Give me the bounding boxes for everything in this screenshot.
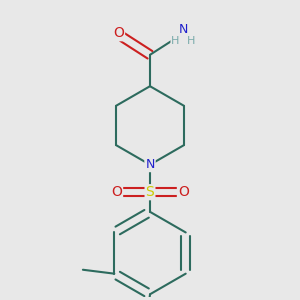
- Text: N: N: [179, 23, 188, 36]
- Text: H: H: [171, 36, 180, 46]
- Text: S: S: [146, 185, 154, 199]
- Text: O: O: [178, 185, 189, 199]
- Text: H: H: [187, 36, 195, 46]
- Text: N: N: [145, 158, 155, 171]
- Text: O: O: [111, 185, 122, 199]
- Text: O: O: [113, 26, 124, 40]
